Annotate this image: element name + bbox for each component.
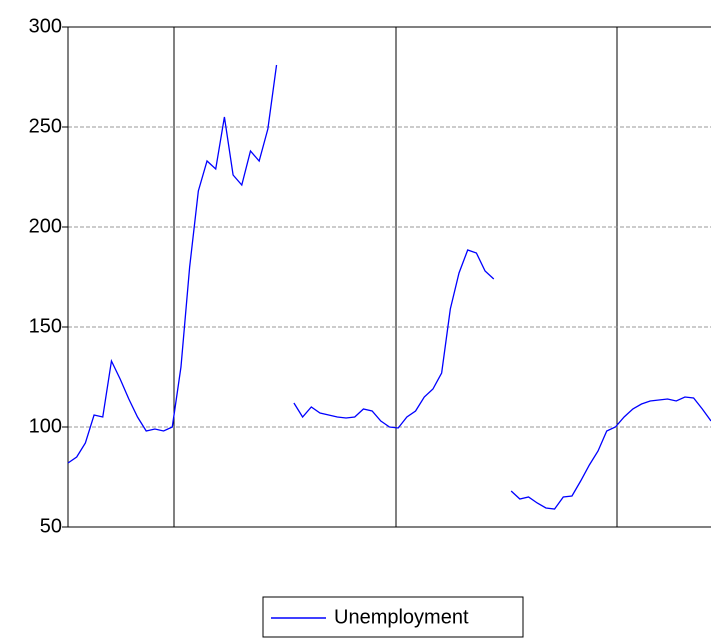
y-tick-label: 50 <box>40 515 62 537</box>
y-tick-label: 100 <box>29 415 62 437</box>
data-line <box>67 64 711 510</box>
legend-box <box>262 596 524 638</box>
y-tick-label: 250 <box>29 115 62 137</box>
legend-label: Unemployment <box>334 606 469 628</box>
y-tick-label: 300 <box>29 15 62 37</box>
y-tick-label: 150 <box>29 315 62 337</box>
y-tick-label: 200 <box>29 215 62 237</box>
